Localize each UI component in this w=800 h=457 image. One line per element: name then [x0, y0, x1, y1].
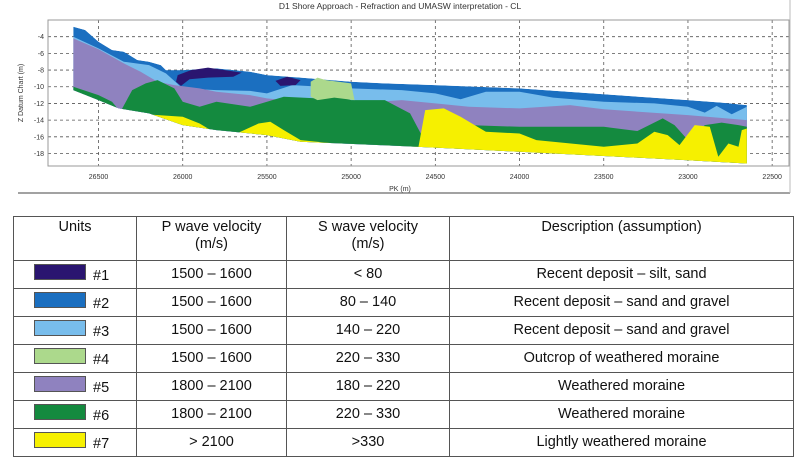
table-row: #5 1800 – 2100 180 – 220 Weathered morai… [13, 372, 794, 401]
unit-color-swatch [34, 348, 86, 365]
y-tick-label: -14 [34, 118, 44, 125]
x-tick-label: 24000 [510, 174, 530, 181]
unit-cell: #2 [13, 288, 137, 317]
s-wave-cell: 80 – 140 [286, 288, 450, 317]
unit-color-swatch [34, 320, 86, 337]
unit-label: #7 [93, 436, 110, 452]
unit-color-swatch [34, 264, 86, 281]
x-tick-label: 23500 [594, 174, 614, 181]
description-cell: Outcrop of weathered moraine [449, 344, 794, 373]
description-cell: Weathered moraine [449, 372, 794, 401]
unit-color-swatch [34, 292, 86, 309]
p-wave-cell: 1800 – 2100 [136, 372, 287, 401]
description-cell: Recent deposit – sand and gravel [449, 288, 794, 317]
s-wave-cell: >330 [286, 428, 450, 457]
unit-label: #1 [93, 268, 110, 284]
header-units: Units [13, 216, 137, 261]
description-cell: Lightly weathered moraine [449, 428, 794, 457]
x-tick-label: 26500 [89, 174, 109, 181]
unit-cell: #3 [13, 316, 137, 345]
unit-label: #4 [93, 352, 110, 368]
unit-color-swatch [34, 404, 86, 421]
p-wave-cell: > 2100 [136, 428, 287, 457]
unit-1-layer [176, 67, 242, 86]
p-wave-cell: 1500 – 1600 [136, 316, 287, 345]
unit-cell: #7 [13, 428, 137, 457]
chart-title: D1 Shore Approach - Refraction and UMASW… [279, 1, 522, 11]
header-description: Description (assumption) [449, 216, 794, 261]
x-tick-label: 25000 [341, 174, 361, 181]
p-wave-cell: 1800 – 2100 [136, 400, 287, 429]
y-tick-label: -8 [38, 68, 44, 75]
x-tick-label: 26000 [173, 174, 193, 181]
header-s-wave: S wave velocity (m/s) [286, 216, 450, 261]
description-cell: Recent deposit – silt, sand [449, 260, 794, 289]
unit-color-swatch [34, 376, 86, 393]
table-row: #3 1500 – 1600 140 – 220 Recent deposit … [13, 316, 794, 345]
header-s-wave-label: S wave velocity [318, 219, 418, 235]
unit-1-layer [275, 76, 301, 86]
y-axis-label: Z Datum Chart (m) [18, 64, 25, 122]
table-row: #7 > 2100 >330 Lightly weathered moraine [13, 428, 794, 457]
unit-label: #2 [93, 296, 110, 312]
unit-label: #5 [93, 380, 110, 396]
p-wave-cell: 1500 – 1600 [136, 288, 287, 317]
table-row: #2 1500 – 1600 80 – 140 Recent deposit –… [13, 288, 794, 317]
s-wave-cell: < 80 [286, 260, 450, 289]
unit-cell: #1 [13, 260, 137, 289]
p-wave-cell: 1500 – 1600 [136, 344, 287, 373]
s-wave-cell: 220 – 330 [286, 344, 450, 373]
x-tick-label: 23000 [678, 174, 698, 181]
s-wave-cell: 180 – 220 [286, 372, 450, 401]
table-row: #1 1500 – 1600 < 80 Recent deposit – sil… [13, 260, 794, 289]
x-tick-label: 22500 [762, 174, 782, 181]
y-tick-label: -4 [38, 34, 44, 41]
header-p-wave: P wave velocity (m/s) [136, 216, 287, 261]
y-tick-label: -16 [34, 134, 44, 141]
y-tick-label: -10 [34, 84, 44, 91]
header-s-wave-unit: (m/s) [351, 236, 385, 252]
description-cell: Recent deposit – sand and gravel [449, 316, 794, 345]
p-wave-cell: 1500 – 1600 [136, 260, 287, 289]
seismic-section-chart: D1 Shore Approach - Refraction and UMASW… [18, 0, 791, 194]
header-p-wave-unit: (m/s) [194, 236, 228, 252]
s-wave-cell: 220 – 330 [286, 400, 450, 429]
x-axis-label: PK (m) [389, 186, 411, 193]
description-cell: Weathered moraine [449, 400, 794, 429]
s-wave-cell: 140 – 220 [286, 316, 450, 345]
unit-label: #6 [93, 408, 110, 424]
table-header-row: Units P wave velocity (m/s) S wave veloci… [13, 216, 794, 261]
table-row: #6 1800 – 2100 220 – 330 Weathered morai… [13, 400, 794, 429]
x-tick-label: 25500 [257, 174, 277, 181]
unit-cell: #5 [13, 372, 137, 401]
unit-cell: #6 [13, 400, 137, 429]
y-tick-label: -18 [34, 151, 44, 158]
header-p-wave-label: P wave velocity [161, 219, 262, 235]
y-tick-label: -12 [34, 101, 44, 108]
unit-4-layer [310, 77, 355, 101]
unit-label: #3 [93, 324, 110, 340]
unit-color-swatch [34, 432, 86, 449]
table-row: #4 1500 – 1600 220 – 330 Outcrop of weat… [13, 344, 794, 373]
y-tick-label: -6 [38, 51, 44, 58]
x-tick-label: 24500 [426, 174, 446, 181]
units-table: Units P wave velocity (m/s) S wave veloci… [13, 216, 794, 457]
plot-area-border [47, 19, 790, 167]
unit-cell: #4 [13, 344, 137, 373]
